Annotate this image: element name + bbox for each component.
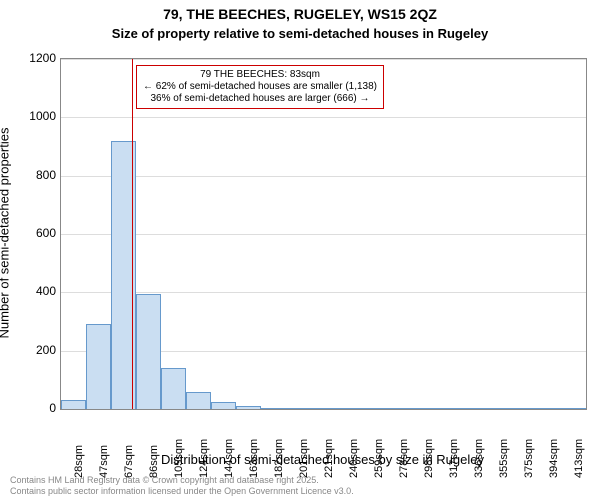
histogram-bar bbox=[411, 408, 436, 409]
histogram-bar bbox=[511, 408, 536, 409]
histogram-bar bbox=[436, 408, 461, 409]
x-tick-label: 413sqm bbox=[573, 418, 585, 478]
histogram-bar bbox=[336, 408, 361, 409]
grid-line bbox=[61, 117, 586, 118]
y-tick-label: 1200 bbox=[6, 51, 56, 65]
histogram-bar bbox=[86, 324, 111, 409]
histogram-bar bbox=[561, 408, 586, 409]
x-tick-label: 317sqm bbox=[448, 418, 460, 478]
x-tick-label: 259sqm bbox=[373, 418, 385, 478]
x-tick-label: 278sqm bbox=[398, 418, 410, 478]
x-tick-label: 240sqm bbox=[348, 418, 360, 478]
histogram-bar bbox=[486, 408, 511, 409]
y-tick-label: 0 bbox=[6, 401, 56, 415]
histogram-bar bbox=[461, 408, 486, 409]
y-tick-label: 200 bbox=[6, 343, 56, 357]
grid-line bbox=[61, 234, 586, 235]
x-tick-label: 298sqm bbox=[423, 418, 435, 478]
y-tick-label: 600 bbox=[6, 226, 56, 240]
attribution-footer: Contains HM Land Registry data © Crown c… bbox=[10, 475, 354, 497]
chart-title: 79, THE BEECHES, RUGELEY, WS15 2QZ bbox=[0, 6, 600, 22]
x-tick-label: 336sqm bbox=[473, 418, 485, 478]
x-tick-label: 47sqm bbox=[98, 418, 110, 478]
histogram-bar bbox=[261, 408, 286, 409]
x-tick-label: 86sqm bbox=[148, 418, 160, 478]
x-tick-label: 144sqm bbox=[223, 418, 235, 478]
grid-line bbox=[61, 59, 586, 60]
footer-line-2: Contains public sector information licen… bbox=[10, 486, 354, 497]
x-tick-label: 67sqm bbox=[123, 418, 135, 478]
x-tick-label: 201sqm bbox=[298, 418, 310, 478]
x-tick-label: 394sqm bbox=[548, 418, 560, 478]
x-tick-label: 163sqm bbox=[248, 418, 260, 478]
histogram-bar bbox=[536, 408, 561, 409]
histogram-bar bbox=[286, 408, 311, 409]
histogram-bar bbox=[361, 408, 386, 409]
histogram-bar bbox=[136, 294, 161, 409]
x-tick-label: 105sqm bbox=[173, 418, 185, 478]
x-tick-label: 355sqm bbox=[498, 418, 510, 478]
chart-subtitle: Size of property relative to semi-detach… bbox=[0, 26, 600, 41]
grid-line bbox=[61, 176, 586, 177]
annotation-box: 79 THE BEECHES: 83sqm← 62% of semi-detac… bbox=[136, 65, 384, 109]
y-tick-label: 1000 bbox=[6, 109, 56, 123]
histogram-bar bbox=[161, 368, 186, 409]
y-tick-label: 400 bbox=[6, 284, 56, 298]
histogram-bar bbox=[211, 402, 236, 409]
x-tick-label: 221sqm bbox=[323, 418, 335, 478]
annotation-line: 36% of semi-detached houses are larger (… bbox=[143, 93, 377, 105]
x-tick-label: 28sqm bbox=[73, 418, 85, 478]
y-tick-label: 800 bbox=[6, 168, 56, 182]
x-tick-label: 375sqm bbox=[523, 418, 535, 478]
plot-area: 79 THE BEECHES: 83sqm← 62% of semi-detac… bbox=[60, 58, 587, 410]
histogram-bar bbox=[186, 392, 211, 410]
annotation-line: ← 62% of semi-detached houses are smalle… bbox=[143, 81, 377, 93]
x-tick-label: 124sqm bbox=[198, 418, 210, 478]
chart-container: 79, THE BEECHES, RUGELEY, WS15 2QZ Size … bbox=[0, 0, 600, 500]
histogram-bar bbox=[236, 406, 261, 410]
property-marker-line bbox=[132, 59, 133, 409]
annotation-line: 79 THE BEECHES: 83sqm bbox=[143, 69, 377, 81]
x-tick-label: 182sqm bbox=[273, 418, 285, 478]
histogram-bar bbox=[61, 400, 86, 409]
histogram-bar bbox=[311, 408, 336, 409]
histogram-bar bbox=[386, 408, 411, 409]
